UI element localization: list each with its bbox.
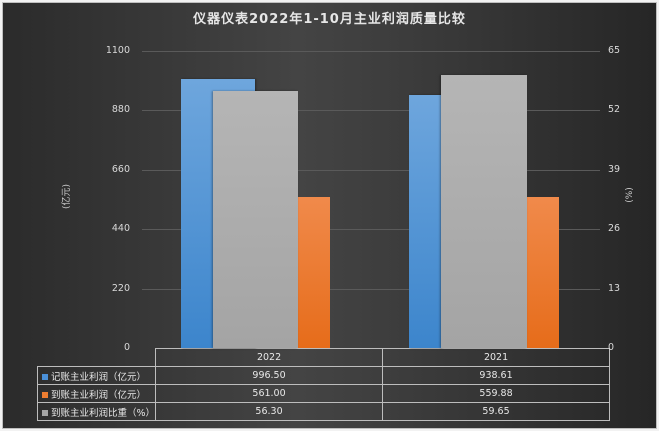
right-axis-label: (%) bbox=[624, 187, 635, 203]
chart-title: 仪器仪表2022年1-10月主业利润质量比较 bbox=[193, 12, 466, 27]
series-label: 到账主业利润比重（%） bbox=[51, 407, 156, 419]
left-tick-label: 880 bbox=[111, 104, 130, 116]
bar-gray-2022 bbox=[213, 90, 298, 348]
right-tick-label: 13 bbox=[608, 282, 621, 294]
left-tick-label: 0 bbox=[123, 342, 130, 353]
legend-key-gray bbox=[42, 410, 48, 416]
table-cell: 56.30 bbox=[155, 402, 384, 421]
left-tick-label: 1100 bbox=[105, 45, 130, 56]
left-axis-label: (亿元) bbox=[62, 183, 73, 210]
left-tick-label: 660 bbox=[111, 163, 130, 175]
gridline bbox=[142, 169, 600, 171]
bar-orange-2021 bbox=[527, 196, 559, 348]
legend-key-blue bbox=[42, 374, 48, 380]
gridline bbox=[142, 229, 600, 231]
gridline bbox=[142, 51, 600, 52]
left-tick-label: 220 bbox=[111, 282, 130, 294]
table-row: 到账主业利润比重（%） 56.30 59.65 bbox=[36, 402, 611, 421]
table-row: 到账主业利润（亿元） 561.00 559.88 bbox=[36, 384, 611, 403]
plot-area bbox=[142, 51, 600, 348]
left-tick-label: 440 bbox=[111, 223, 130, 235]
series-label: 记账主业利润（亿元） bbox=[51, 371, 147, 383]
table-cell: 59.65 bbox=[382, 402, 611, 421]
bar-blue-2021 bbox=[409, 94, 441, 348]
right-tick-label: 26 bbox=[608, 223, 621, 235]
bar-orange-2022 bbox=[298, 196, 330, 348]
table-cell: 938.61 bbox=[382, 366, 611, 385]
right-tick-label: 65 bbox=[608, 45, 621, 56]
right-tick-label: 39 bbox=[608, 163, 621, 175]
data-table: 2022 2021 记账主业利润（亿元） 996.50 938.61 到账主业利… bbox=[36, 348, 611, 421]
series-label: 到账主业利润（亿元） bbox=[51, 389, 147, 401]
legend-key-orange bbox=[42, 392, 48, 398]
gridline bbox=[142, 110, 600, 112]
right-tick-label: 52 bbox=[608, 104, 621, 116]
table-cell: 561.00 bbox=[155, 384, 384, 403]
table-header-2021: 2021 bbox=[382, 348, 611, 367]
gridline bbox=[142, 288, 600, 290]
right-tick-label: 0 bbox=[608, 342, 615, 353]
bar-gray-2021 bbox=[441, 75, 527, 348]
table-header-2022: 2022 bbox=[155, 348, 384, 367]
table-row: 记账主业利润（亿元） 996.50 938.61 bbox=[36, 366, 611, 385]
table-cell: 559.88 bbox=[382, 384, 611, 403]
table-cell: 996.50 bbox=[155, 366, 384, 385]
